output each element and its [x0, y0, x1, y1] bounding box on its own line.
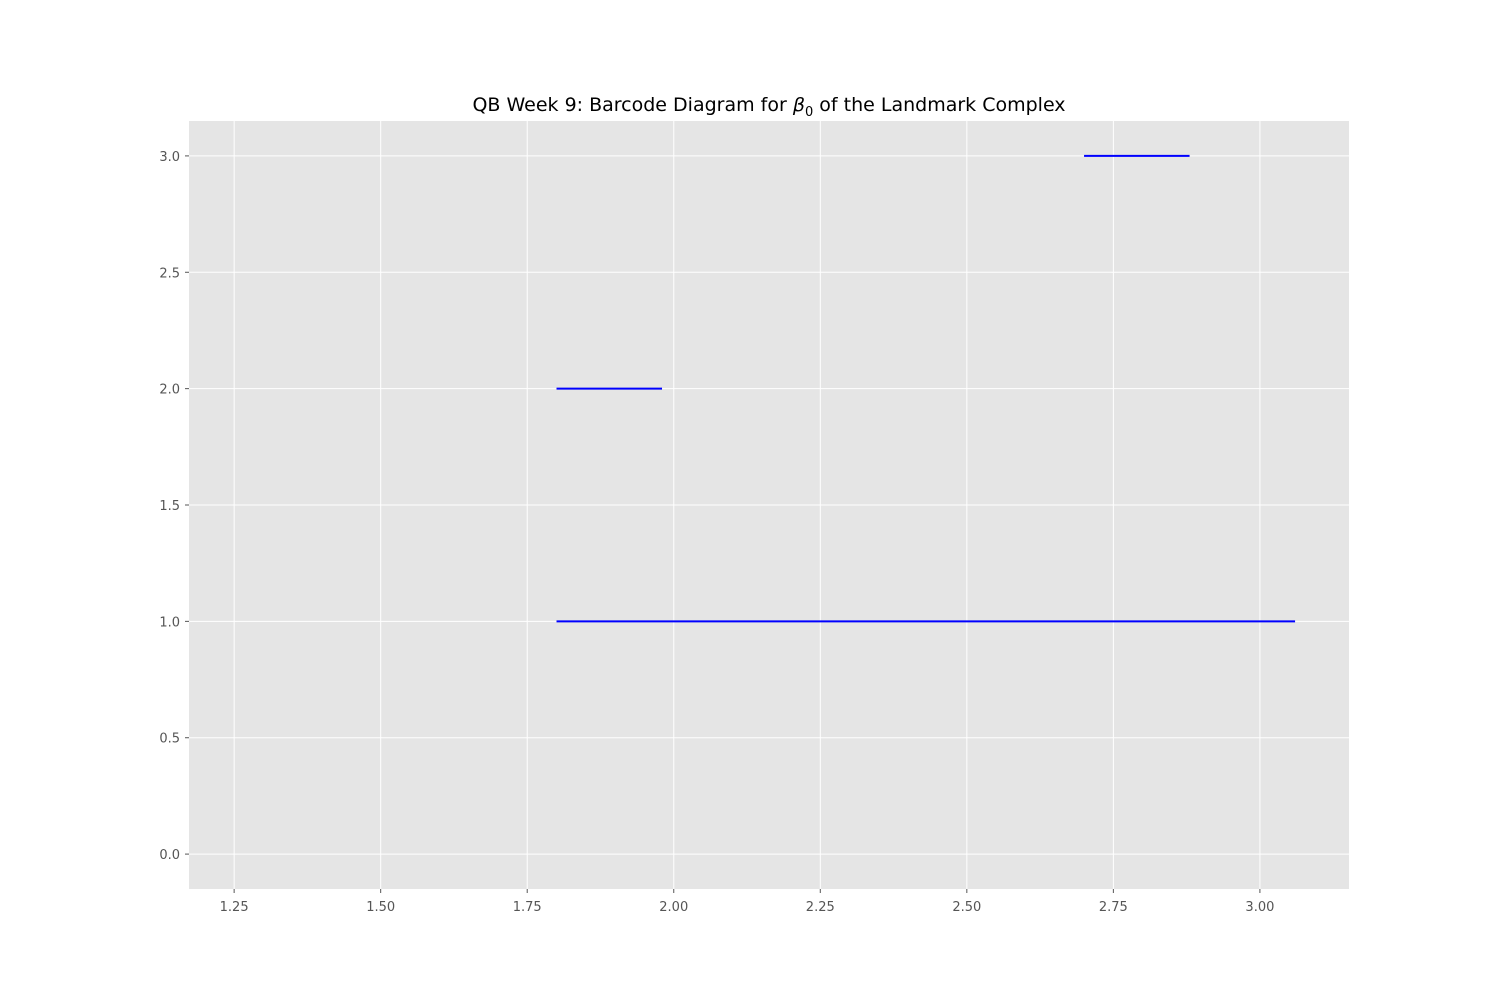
- x-tick-label: 3.00: [1245, 900, 1274, 915]
- y-tick-label: 2.0: [159, 383, 180, 398]
- barcode-bars: [556, 154, 1296, 623]
- y-axis-ticks: 0.0 0.5 1.0 1.5 2.0 2.5 3.0: [159, 150, 189, 863]
- x-tick-label: 1.50: [366, 900, 395, 915]
- chart-title-suffix: of the Landmark Complex: [813, 94, 1065, 116]
- y-tick-label: 1.0: [159, 615, 180, 630]
- chart-title-subscript: 0: [805, 105, 813, 120]
- chart-title-symbol: β: [792, 94, 805, 116]
- chart-title-prefix: QB Week 9: Barcode Diagram for: [472, 94, 792, 116]
- x-axis-ticks: 1.25 1.50 1.75 2.00 2.25 2.50 2.75 3.00: [220, 889, 1274, 915]
- x-tick-label: 2.50: [952, 900, 981, 915]
- y-tick-label: 0.5: [159, 732, 180, 747]
- y-tick-label: 0.0: [159, 848, 180, 863]
- x-tick-label: 1.25: [220, 900, 249, 915]
- x-tick-label: 1.75: [513, 900, 542, 915]
- y-tick-label: 2.5: [159, 266, 180, 281]
- y-tick-label: 3.0: [159, 150, 180, 165]
- x-tick-label: 2.25: [806, 900, 835, 915]
- x-tick-label: 2.00: [659, 900, 688, 915]
- chart-title: QB Week 9: Barcode Diagram for β0 of the…: [472, 94, 1065, 120]
- y-tick-label: 1.5: [159, 499, 180, 514]
- x-tick-label: 2.75: [1099, 900, 1128, 915]
